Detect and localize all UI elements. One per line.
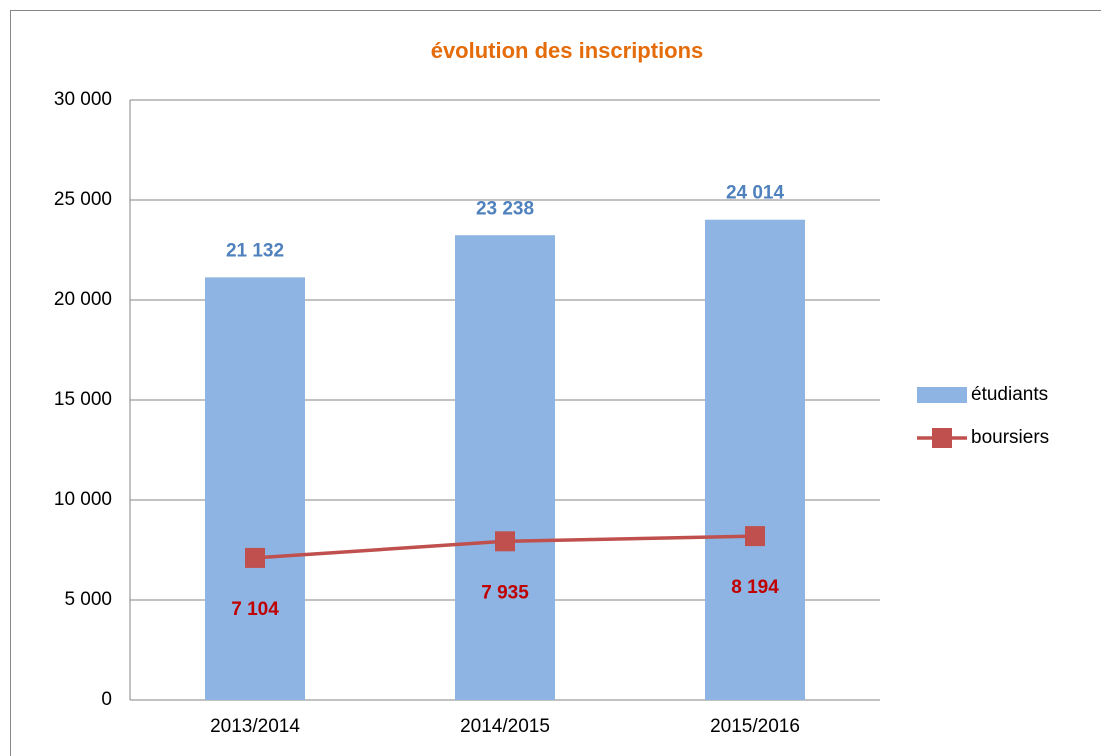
y-tick-label: 30 000: [54, 89, 112, 110]
line-value-label: 7 104: [231, 599, 279, 620]
bar-value-label: 23 238: [476, 198, 534, 219]
y-tick-label: 15 000: [54, 389, 112, 410]
x-tick-label: 2015/2016: [710, 716, 800, 737]
y-tick-label: 0: [101, 689, 112, 710]
chart-border: [10, 10, 1101, 756]
bar: [455, 235, 555, 701]
line-value-label: 7 935: [481, 582, 529, 603]
y-tick-label: 5 000: [64, 589, 112, 610]
bar-value-label: 21 132: [226, 240, 284, 261]
x-tick-label: 2014/2015: [460, 716, 550, 737]
line-marker: [745, 526, 765, 547]
y-tick-label: 10 000: [54, 489, 112, 510]
legend-label: étudiants: [971, 384, 1048, 405]
line-marker: [495, 531, 515, 552]
line-value-label: 8 194: [731, 577, 779, 598]
legend-swatch: [917, 387, 967, 403]
bar: [205, 277, 305, 700]
line-marker: [245, 547, 265, 568]
legend-marker: [932, 428, 952, 448]
bar-value-label: 24 014: [726, 183, 785, 204]
y-tick-label: 25 000: [54, 189, 112, 210]
chart-title: évolution des inscriptions: [431, 38, 704, 63]
legend-label: boursiers: [971, 427, 1049, 448]
y-tick-label: 20 000: [54, 289, 112, 310]
bar: [705, 219, 805, 700]
x-tick-label: 2013/2014: [210, 716, 300, 737]
